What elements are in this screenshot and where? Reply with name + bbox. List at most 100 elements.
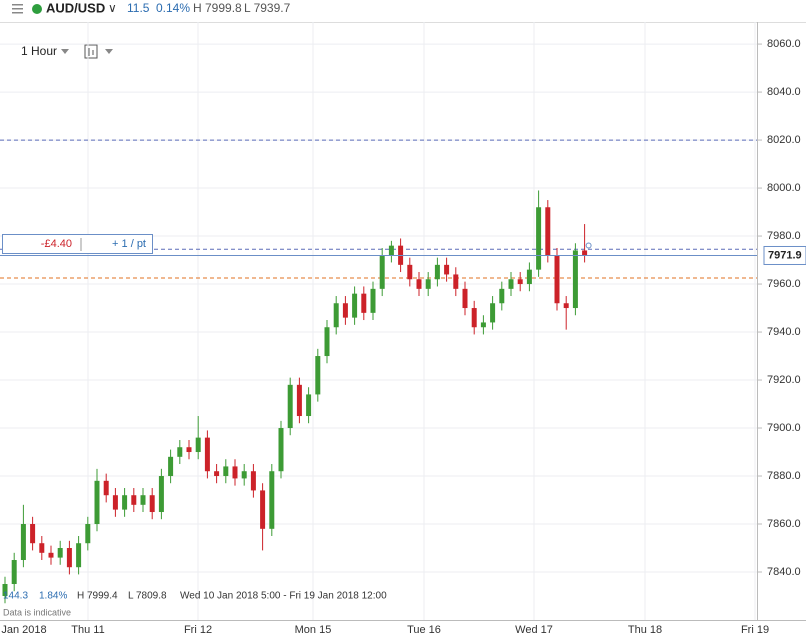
candle-body — [186, 447, 192, 453]
candle-body — [30, 524, 36, 544]
x-tick-label: Fri 12 — [184, 624, 212, 636]
y-tick-label: 7880.0 — [767, 470, 801, 482]
candle-body — [379, 255, 385, 289]
x-tick-label: Thu 11 — [71, 624, 104, 636]
candle-body — [462, 288, 468, 309]
last-price-label: 7971.9 — [768, 249, 802, 261]
last-price-marker — [585, 242, 592, 249]
header: AUD/USD ∨ 11.5 0.14% H 7999.8 L 7939.7 — [0, 0, 806, 23]
candle-body — [48, 552, 54, 558]
candle-body — [250, 471, 256, 491]
candle-body — [370, 288, 376, 313]
candle-body — [131, 495, 137, 505]
change: 11.5 — [127, 1, 150, 15]
x-tick-label: Tue 16 — [407, 624, 441, 636]
candle-body — [572, 250, 578, 309]
y-tick-label: 8000.0 — [767, 182, 801, 194]
candle-body — [168, 456, 174, 477]
candle-body — [287, 384, 293, 429]
candle-body — [342, 303, 348, 318]
candle-body — [195, 437, 201, 453]
candle-body — [444, 264, 450, 275]
low: L 7939.7 — [244, 1, 291, 15]
candle-body — [76, 543, 82, 568]
candle-body — [278, 428, 284, 472]
interval[interactable]: 1 Hour — [21, 44, 57, 58]
candle-body — [582, 250, 588, 256]
x-tick-label: Jan 2018 — [1, 624, 46, 636]
candle-body — [425, 279, 431, 289]
change-pct: 0.14% — [156, 1, 190, 15]
candle-body — [508, 279, 514, 289]
candle-body — [490, 303, 496, 323]
candle-body — [103, 480, 109, 496]
candle-body — [177, 447, 183, 457]
candle-body — [232, 466, 238, 479]
chart-type-dropdown[interactable] — [105, 49, 113, 54]
candle-body — [149, 495, 155, 513]
footer-change-pct: 1.84% — [39, 591, 67, 602]
candle-body — [526, 269, 532, 285]
candle-body — [204, 437, 210, 472]
menu-icon[interactable] — [12, 4, 23, 14]
candle-body — [545, 207, 551, 256]
y-tick-label: 7920.0 — [767, 374, 801, 386]
candle-body — [140, 495, 146, 505]
x-tick-label: Fri 19 — [741, 624, 769, 636]
candle-body — [112, 495, 118, 510]
candle-body — [122, 495, 128, 510]
high: H 7999.8 — [193, 1, 242, 15]
candle-body — [536, 207, 542, 270]
y-tick-label: 7980.0 — [767, 230, 801, 242]
candle-body — [480, 322, 486, 328]
candle-body — [315, 356, 321, 395]
candle-body — [66, 548, 72, 568]
candle-body — [158, 476, 164, 513]
candle-body — [214, 471, 220, 477]
plot — [0, 22, 757, 620]
candle-body — [324, 327, 330, 357]
status-dot — [32, 4, 42, 14]
position-size: + 1 / pt — [112, 238, 146, 250]
y-tick-label: 7960.0 — [767, 278, 801, 290]
x-tick-label: Thu 18 — [628, 624, 662, 636]
symbol[interactable]: AUD/USD — [46, 0, 105, 15]
candle-body — [416, 279, 422, 289]
candle-body — [517, 279, 523, 285]
candle-body — [361, 293, 367, 313]
candle-body — [407, 264, 413, 280]
chart-type-button[interactable] — [84, 44, 98, 59]
candle-body — [306, 394, 312, 417]
candle-body — [471, 308, 477, 328]
last-price-box — [763, 245, 806, 265]
dropdown[interactable]: ∨ — [108, 1, 117, 15]
candle-body — [223, 466, 229, 477]
footer-low: L 7809.8 — [128, 591, 167, 602]
candle-body — [434, 264, 440, 280]
candle-body — [388, 245, 394, 256]
y-tick-label: 7940.0 — [767, 326, 801, 338]
y-tick-label: 7840.0 — [767, 566, 801, 578]
position-box[interactable]: -£4.40 + 1 / pt — [2, 234, 153, 254]
candle-body — [296, 384, 302, 417]
candle-body — [260, 490, 266, 529]
y-tick-label: 8040.0 — [767, 86, 801, 98]
y-tick-label: 8020.0 — [767, 134, 801, 146]
candle-body — [11, 560, 17, 585]
candle-body — [2, 584, 8, 597]
x-tick-label: Wed 17 — [515, 624, 553, 636]
candle-body — [20, 524, 26, 561]
candle-body — [352, 293, 358, 318]
interval-dropdown[interactable] — [61, 49, 69, 54]
candle-body — [241, 471, 247, 479]
candle-body — [94, 480, 100, 525]
candle-body — [563, 303, 569, 309]
candle-body — [453, 274, 459, 289]
footer-high: H 7999.4 — [77, 591, 118, 602]
y-tick-label: 8060.0 — [767, 38, 801, 50]
candle-body — [499, 288, 505, 304]
candle-body — [333, 303, 339, 328]
candle-body — [85, 524, 91, 544]
